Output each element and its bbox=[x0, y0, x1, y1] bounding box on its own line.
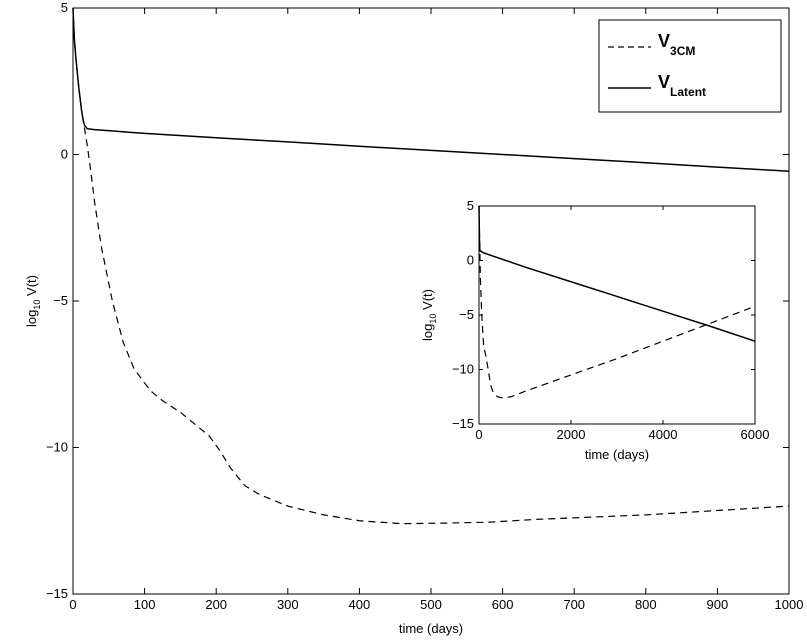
main-x-tick-label: 400 bbox=[349, 597, 371, 612]
inset-y-ticks: −15 −10 −5 0 5 bbox=[452, 198, 755, 431]
inset-x-tick-label: 6000 bbox=[741, 427, 770, 442]
inset-series-v3cm bbox=[478, 205, 756, 399]
main-x-tick-label: 800 bbox=[635, 597, 657, 612]
inset-x-tick-label: 0 bbox=[475, 427, 482, 442]
main-series bbox=[72, 7, 790, 525]
inset-y-tick-label: −10 bbox=[452, 362, 474, 377]
main-y-tick-label: −10 bbox=[46, 440, 68, 455]
inset-y-axis-label: log10 V(t) bbox=[420, 289, 438, 341]
inset-y-tick-label: 5 bbox=[467, 198, 474, 213]
inset-x-tick-label: 4000 bbox=[649, 427, 678, 442]
legend-entry-v3cm: V3CM bbox=[608, 31, 695, 58]
main-x-ticks: 0 100 200 300 400 500 600 700 800 900 1000 bbox=[69, 8, 803, 612]
main-x-tick-label: 0 bbox=[69, 597, 76, 612]
main-x-tick-label: 900 bbox=[707, 597, 729, 612]
main-y-tick-label: −15 bbox=[46, 586, 68, 601]
main-x-tick-label: 300 bbox=[277, 597, 299, 612]
inset-y-tick-label: 0 bbox=[467, 253, 474, 268]
inset-x-tick-label: 2000 bbox=[557, 427, 586, 442]
legend-label-vlatent: VLatent bbox=[658, 72, 706, 99]
main-x-axis-label: time (days) bbox=[399, 621, 463, 636]
main-x-tick-label: 600 bbox=[492, 597, 514, 612]
legend-entry-vlatent: VLatent bbox=[608, 72, 706, 99]
main-plot: 0 100 200 300 400 500 600 700 800 900 1000 −15−10−… bbox=[24, 0, 803, 636]
inset-y-tick-label: −15 bbox=[452, 416, 474, 431]
inset-plot: 0 2000 4000 6000 −15 −10 −5 0 5 time (days) log… bbox=[416, 196, 769, 462]
inset-series-vlatent bbox=[478, 205, 756, 342]
main-y-tick-label: −5 bbox=[53, 293, 68, 308]
inset-plot-background bbox=[416, 196, 769, 431]
inset-x-axis-label: time (days) bbox=[585, 447, 649, 462]
main-y-tick-label: 5 bbox=[61, 0, 68, 15]
legend: V3CM VLatent bbox=[598, 19, 782, 113]
inset-series bbox=[478, 205, 756, 399]
inset-x-ticks: 0 2000 4000 6000 bbox=[475, 206, 769, 442]
main-x-tick-label: 500 bbox=[420, 597, 442, 612]
main-x-tick-label: 100 bbox=[134, 597, 156, 612]
main-series-vlatent bbox=[72, 7, 790, 172]
main-x-tick-label: 200 bbox=[205, 597, 227, 612]
main-x-tick-label: 700 bbox=[563, 597, 585, 612]
main-y-axis-label: log10 V(t) bbox=[24, 275, 42, 327]
main-x-tick-label: 1000 bbox=[775, 597, 804, 612]
inset-y-tick-label: −5 bbox=[459, 307, 474, 322]
legend-box bbox=[598, 19, 782, 113]
legend-label-v3cm: V3CM bbox=[658, 31, 695, 58]
main-y-ticks: −15 −10 −5 0 5 bbox=[46, 0, 789, 601]
main-y-tick-label: 0 bbox=[61, 147, 68, 162]
